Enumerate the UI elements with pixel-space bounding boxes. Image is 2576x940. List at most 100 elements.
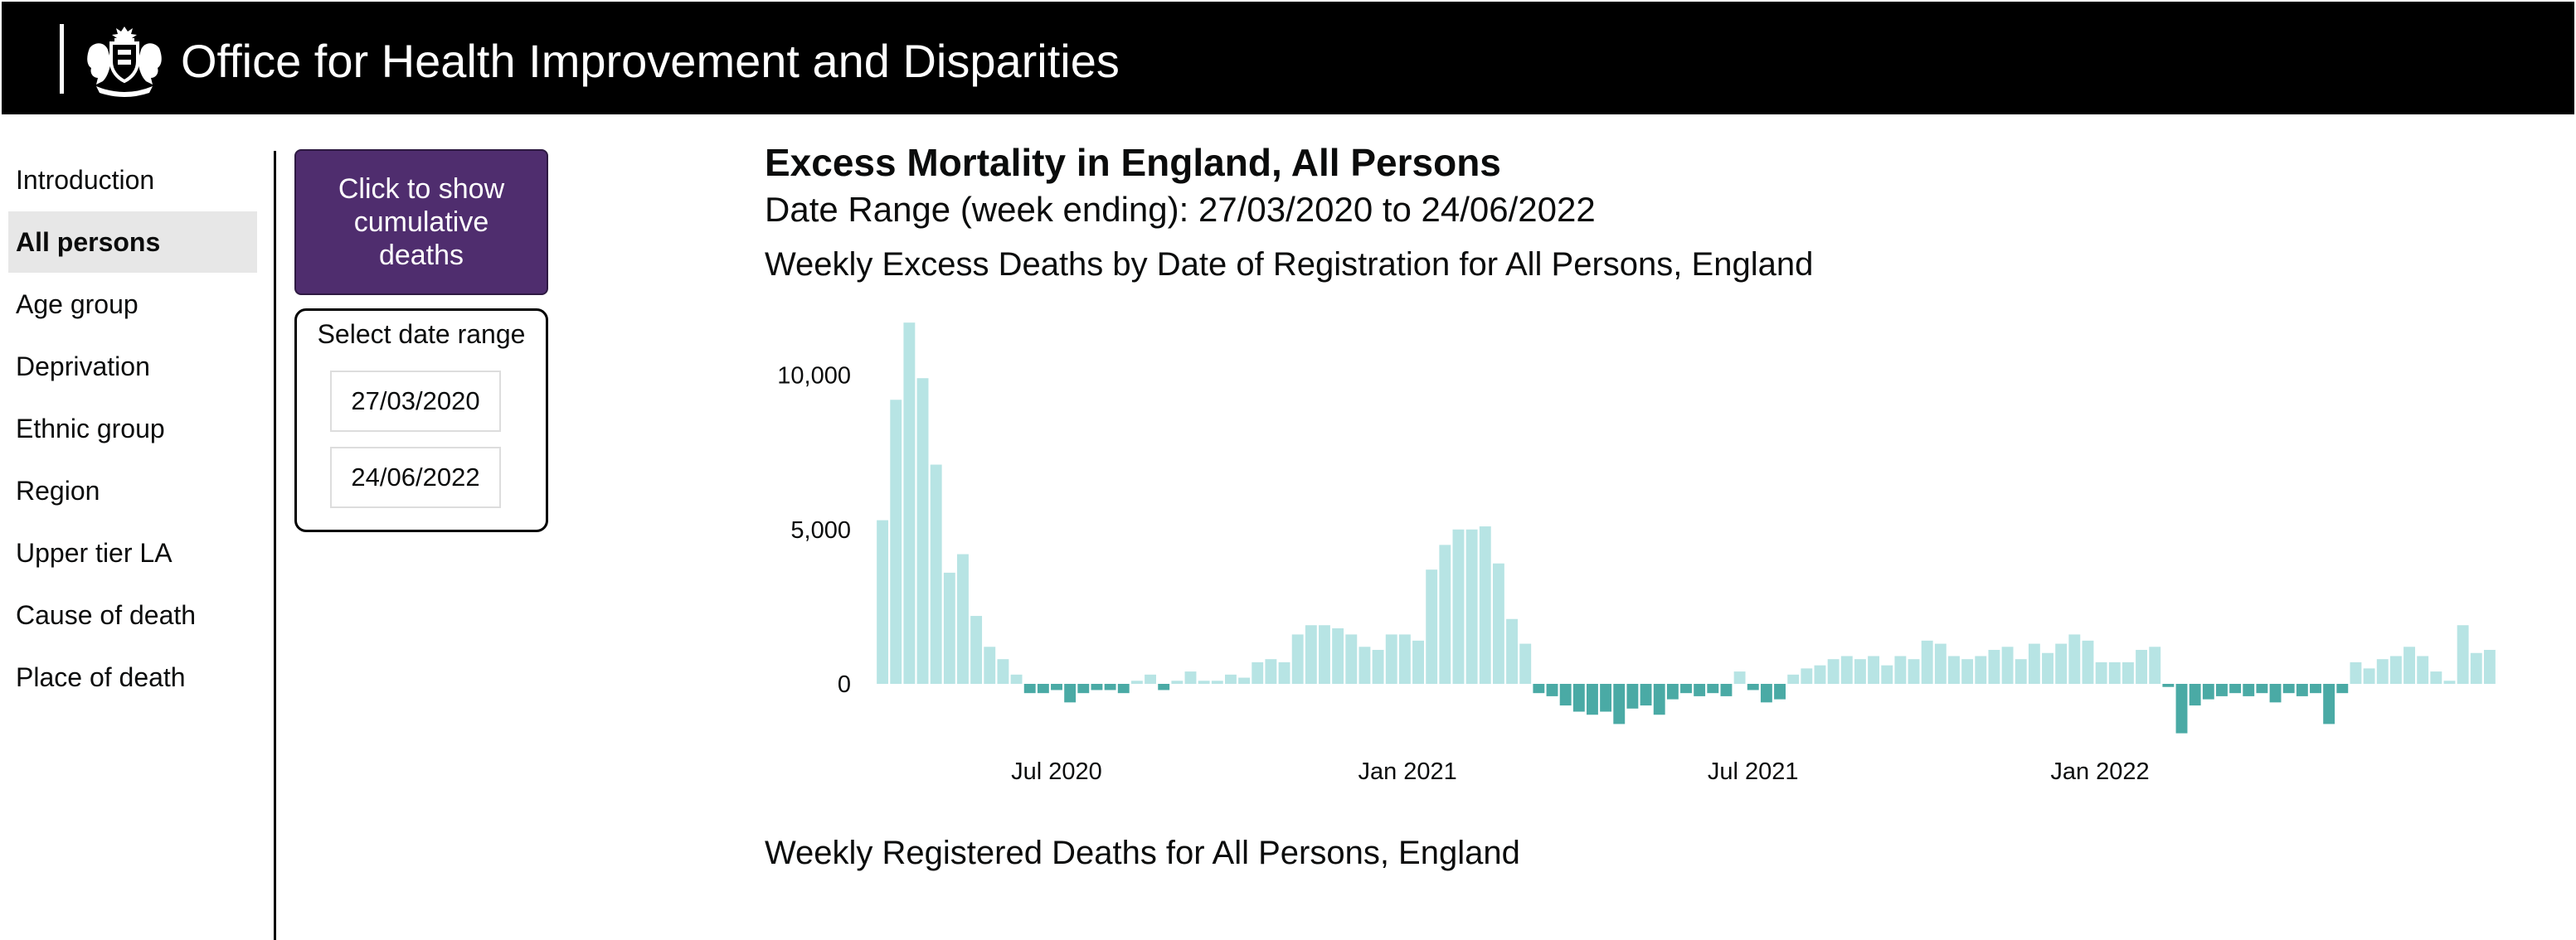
chart-bar (1814, 665, 1826, 684)
chart-bar (1305, 625, 1317, 684)
chart-bar (1064, 684, 1077, 703)
nav-item-upper-tier-la[interactable]: Upper tier LA (16, 538, 173, 568)
chart-bar (2028, 643, 2040, 684)
chart-bar (1787, 674, 1800, 684)
chart-bar (903, 322, 916, 684)
header-divider (60, 24, 64, 94)
excess-deaths-bar-chart: 0 5,000 10,000 Jul 2020 Jan 2021 Jul 2021 Jan… (777, 322, 2496, 785)
chart-bar (1948, 656, 1960, 684)
nav-item-ethnic-group[interactable]: Ethnic group (16, 414, 165, 443)
nav-item-cause-of-death[interactable]: Cause of death (16, 600, 197, 630)
chart-bar (1546, 684, 1558, 696)
site-header: Office for Health Improvement and Dispar… (2, 2, 2574, 114)
chart-bar (1345, 634, 1358, 684)
chart-bar (1881, 665, 1893, 684)
chart-bar (2363, 668, 2375, 685)
chart-bar (2122, 661, 2134, 684)
chart-bar (1091, 684, 1103, 690)
y-tick-label: 0 (838, 671, 851, 698)
x-tick-label: Jan 2021 (1358, 758, 1456, 785)
chart-bar (1868, 656, 1880, 684)
chart-x-axis: Jul 2020 Jan 2021 Jul 2021 Jan 2022 (1011, 758, 2149, 785)
start-date-input[interactable] (330, 371, 501, 432)
chart-bar (957, 554, 969, 684)
chart-bar (1626, 684, 1639, 709)
chart-bar (2336, 684, 2349, 694)
nav-item-region[interactable]: Region (16, 476, 100, 506)
chart-bar (1975, 656, 1987, 684)
chart-bar (1252, 661, 1264, 684)
chart-bar (1171, 681, 1184, 684)
chart-bar (1733, 671, 1746, 684)
chart-bar (1653, 684, 1665, 715)
site-title: Office for Health Improvement and Dispar… (181, 35, 1120, 87)
nav-item-deprivation[interactable]: Deprivation (16, 351, 150, 381)
chart-bar (1479, 526, 1491, 684)
chart-bar (1010, 674, 1023, 684)
chart-bar (1894, 656, 1907, 684)
show-cumulative-deaths-button[interactable]: Click to show cumulative deaths (294, 149, 548, 295)
chart-bar (2015, 659, 2027, 684)
chart-bar (1211, 681, 1223, 684)
chart-bar (2310, 684, 2321, 694)
chart-bar (1801, 668, 1813, 685)
chart-bar (2417, 656, 2429, 684)
chart-bar (1747, 684, 1759, 690)
chart-bar (1104, 684, 1116, 690)
chart-bar (1640, 684, 1652, 706)
chart-bar (2296, 684, 2308, 696)
chart-bar (1198, 681, 1210, 684)
chart-bar (877, 520, 889, 684)
nav-item-age-group[interactable]: Age group (16, 289, 139, 319)
chart-bar (2282, 684, 2295, 694)
chart-bar (2042, 652, 2054, 684)
chart-bar (1265, 659, 1277, 684)
chart-bars (877, 322, 2496, 734)
chart-bar (2001, 647, 2014, 684)
chart-bar (2082, 640, 2094, 684)
page-title: Excess Mortality in England, All Persons (765, 141, 1501, 184)
chart-bar (1587, 684, 1598, 715)
chart-bar (1077, 684, 1090, 694)
chart-bar (916, 378, 929, 684)
date-range-label: Select date range (317, 319, 526, 349)
nav-item-place-of-death[interactable]: Place of death (16, 662, 186, 692)
chart-bar (2457, 625, 2469, 684)
chart-bar (1452, 529, 1465, 684)
chart-bar (2149, 647, 2161, 684)
chart-bar (2175, 684, 2188, 734)
x-tick-label: Jul 2021 (1708, 758, 1799, 785)
end-date-input[interactable] (330, 447, 501, 508)
chart-bar (1600, 684, 1612, 712)
chart-bar (1319, 625, 1330, 684)
chart-bar (1613, 684, 1626, 724)
date-range-subtitle: Date Range (week ending): 27/03/2020 to … (765, 190, 1596, 229)
chart-bar (1184, 671, 1197, 684)
chart-bar (1694, 684, 1706, 696)
chart-bar (1372, 650, 1384, 684)
registered-deaths-chart-title: Weekly Registered Deaths for All Persons… (765, 835, 1520, 871)
chart-bar (2055, 643, 2068, 684)
nav-item-introduction[interactable]: Introduction (16, 165, 155, 195)
nav-item-all-persons[interactable]: All persons (8, 211, 257, 273)
chart-y-axis: 0 5,000 10,000 (777, 363, 851, 699)
chart-bar (1358, 647, 1371, 684)
chart-bar (1426, 569, 1438, 684)
chart-bar (1680, 684, 1692, 694)
chart-bar (1130, 681, 1143, 684)
chart-bar (1023, 684, 1036, 694)
chart-bar (1934, 643, 1947, 684)
chart-bar (1720, 684, 1733, 696)
chart-bar (2243, 684, 2255, 696)
chart-bar (2162, 684, 2175, 687)
royal-crest-icon (87, 27, 162, 97)
chart-bar (1332, 627, 1344, 684)
chart-bar (2256, 684, 2268, 694)
y-tick-label: 10,000 (777, 363, 851, 390)
chart-bar (1291, 634, 1304, 684)
chart-bar (1559, 684, 1572, 706)
chart-bar (1051, 684, 1062, 690)
chart-bar (1492, 563, 1504, 685)
chart-bar (2269, 684, 2282, 703)
x-tick-label: Jul 2020 (1011, 758, 1102, 785)
